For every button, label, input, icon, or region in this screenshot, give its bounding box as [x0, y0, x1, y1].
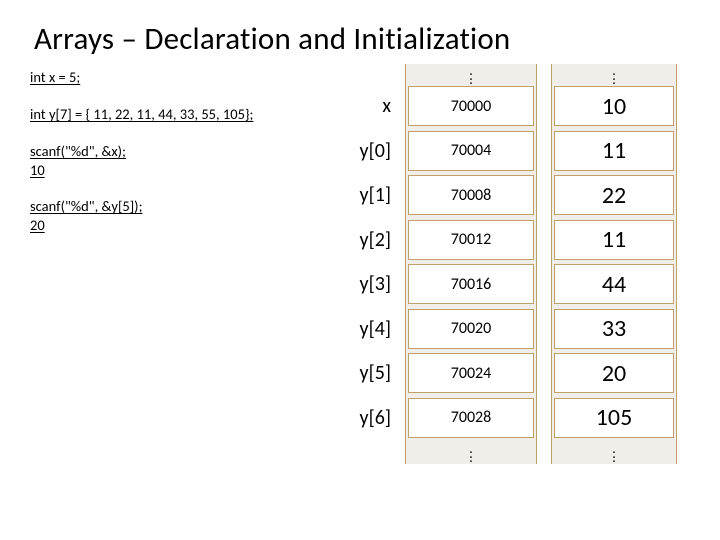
var-label: y[2] — [335, 218, 405, 263]
var-label: y[4] — [335, 307, 405, 352]
value-cell: 105 — [551, 396, 677, 441]
address-cell: 70024 — [405, 351, 537, 396]
ellipsis: ... — [405, 64, 537, 84]
code-line: scanf("%d", &y[5]); — [30, 197, 335, 216]
memory-value: 11 — [602, 136, 626, 165]
value-column: ... 10 11 22 11 44 33 20 105 ... — [551, 64, 677, 464]
memory-value: 10 — [602, 92, 626, 121]
address-value: 70000 — [451, 97, 492, 116]
address-value: 70004 — [451, 141, 492, 160]
value-cell: 44 — [551, 262, 677, 307]
address-cell: 70004 — [405, 129, 537, 174]
memory-value: 11 — [602, 225, 626, 254]
address-cell: 70008 — [405, 173, 537, 218]
var-label: y[5] — [335, 351, 405, 396]
value-cell: 10 — [551, 84, 677, 129]
address-value: 70028 — [451, 408, 492, 427]
value-cell: 11 — [551, 218, 677, 263]
code-listing: int x = 5; int y[7] = { 11, 22, 11, 44, … — [0, 64, 335, 464]
column-gap — [537, 64, 551, 464]
var-label: y[6] — [335, 396, 405, 441]
memory-diagram: x y[0] y[1] y[2] y[3] y[4] y[5] y[6] ...… — [335, 64, 677, 464]
var-label: x — [335, 84, 405, 129]
value-cell: 11 — [551, 129, 677, 174]
address-cell: 70016 — [405, 262, 537, 307]
address-cell: 70020 — [405, 307, 537, 352]
value-cell: 20 — [551, 351, 677, 396]
content-region: int x = 5; int y[7] = { 11, 22, 11, 44, … — [0, 64, 720, 464]
address-value: 70008 — [451, 186, 492, 205]
address-column: ... 70000 70004 70008 70012 70016 70020 … — [405, 64, 537, 464]
address-cell: 70012 — [405, 218, 537, 263]
memory-value: 44 — [602, 270, 626, 299]
var-label: y[0] — [335, 129, 405, 174]
address-value: 70012 — [451, 230, 492, 249]
spacer — [335, 440, 405, 464]
label-column: x y[0] y[1] y[2] y[3] y[4] y[5] y[6] — [335, 64, 405, 464]
address-cell: 70000 — [405, 84, 537, 129]
address-value: 70016 — [451, 275, 492, 294]
address-value: 70020 — [451, 319, 492, 338]
slide-title: Arrays – Declaration and Initialization — [0, 0, 720, 64]
code-line: 10 — [30, 161, 335, 180]
code-line: 20 — [30, 216, 335, 235]
value-cell: 22 — [551, 173, 677, 218]
code-line: scanf("%d", &x); — [30, 142, 335, 161]
ellipsis: ... — [405, 440, 537, 464]
var-label: y[3] — [335, 262, 405, 307]
value-cell: 33 — [551, 307, 677, 352]
memory-value: 22 — [602, 181, 626, 210]
memory-value: 105 — [596, 403, 633, 432]
code-line: int y[7] = { 11, 22, 11, 44, 33, 55, 105… — [30, 105, 335, 124]
spacer — [335, 64, 405, 84]
ellipsis: ... — [551, 440, 677, 464]
memory-value: 20 — [602, 359, 626, 388]
ellipsis: ... — [551, 64, 677, 84]
address-value: 70024 — [451, 364, 492, 383]
var-label: y[1] — [335, 173, 405, 218]
memory-value: 33 — [602, 314, 626, 343]
address-cell: 70028 — [405, 396, 537, 441]
code-line: int x = 5; — [30, 68, 335, 87]
